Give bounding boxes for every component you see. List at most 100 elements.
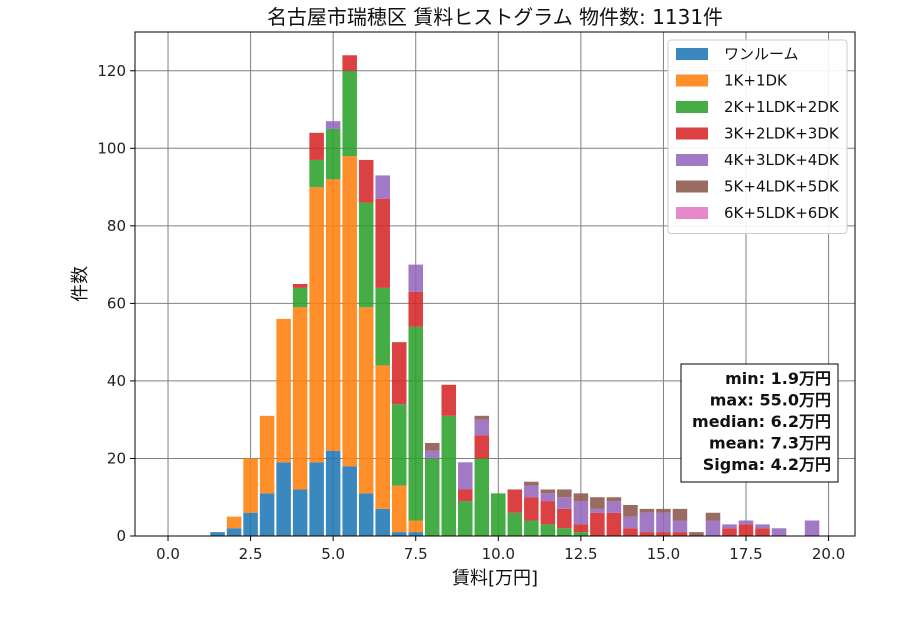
- x-tick-label: 20.0: [812, 545, 845, 563]
- bar-segment: [424, 458, 440, 536]
- y-tick-label: 0: [116, 527, 126, 545]
- legend-frame: [667, 39, 848, 234]
- x-tick-label: 15.0: [647, 545, 680, 563]
- bar-segment: [276, 462, 291, 536]
- x-tick-label: 2.5: [239, 545, 263, 563]
- stats-line: min: 1.9万円: [725, 369, 831, 388]
- bar-segment: [557, 528, 572, 536]
- legend-label: 2K+1LDK+2DK: [724, 98, 840, 116]
- legend-swatch: [676, 154, 708, 166]
- x-tick-label: 7.5: [404, 545, 428, 563]
- bar-segment: [458, 462, 473, 490]
- bar-segment: [722, 528, 737, 536]
- bar-segment: [342, 55, 357, 71]
- bar-segment: [573, 532, 589, 536]
- bar-segment: [573, 493, 589, 502]
- bar-segment: [557, 489, 572, 498]
- y-tick-label: 120: [97, 62, 126, 80]
- stats-line: max: 55.0万円: [710, 391, 831, 410]
- bar-segment: [804, 520, 820, 536]
- stats-box: min: 1.9万円 max: 55.0万円 median: 6.2万円 mean: …: [680, 363, 839, 483]
- bar-segment: [540, 489, 556, 494]
- bar-segment: [590, 512, 605, 536]
- bar-segment: [309, 462, 324, 536]
- bar-segment: [342, 70, 357, 157]
- bar-segment: [705, 512, 721, 521]
- bar-segment: [243, 512, 258, 536]
- bar-segment: [441, 384, 457, 416]
- bar-segment: [755, 528, 770, 536]
- bar-segment: [358, 202, 374, 308]
- bar-segment: [325, 121, 341, 129]
- bar-segment: [259, 493, 275, 536]
- legend-swatch: [676, 48, 708, 60]
- bar-segment: [590, 508, 605, 513]
- legend-label: 4K+3LDK+4DK: [724, 151, 840, 169]
- y-axis-ticks: 0 20 40 60 80 100 120: [97, 62, 135, 545]
- bar-segment: [458, 501, 473, 536]
- y-tick-label: 80: [107, 217, 126, 235]
- bar-segment: [623, 504, 638, 517]
- bar-segment: [507, 512, 523, 536]
- bar-segment: [309, 132, 324, 160]
- bar-segment: [639, 532, 655, 536]
- legend-label: 3K+2LDK+3DK: [724, 125, 840, 143]
- bar-segment: [689, 532, 704, 536]
- legend-label: 6K+5LDK+6DK: [724, 204, 840, 222]
- bar-segment: [540, 524, 556, 536]
- bar-segment: [325, 450, 341, 536]
- bar-segment: [672, 508, 688, 521]
- bar-segment: [474, 435, 490, 459]
- bar-segment: [408, 520, 423, 533]
- bar-segment: [243, 458, 258, 513]
- bar-segment: [342, 156, 357, 467]
- bar-segment: [391, 342, 407, 405]
- bar-segment: [771, 528, 787, 536]
- bar-segment: [325, 179, 341, 451]
- bar-segment: [524, 497, 539, 521]
- bar-segment: [656, 508, 671, 513]
- bar-segment: [755, 524, 770, 529]
- y-tick-label: 100: [97, 139, 126, 157]
- bar-segment: [259, 415, 275, 494]
- x-tick-label: 12.5: [564, 545, 597, 563]
- bar-segment: [358, 307, 374, 494]
- bar-segment: [738, 520, 754, 525]
- bar-segment: [672, 520, 688, 533]
- bar-segment: [408, 532, 423, 536]
- legend-swatch: [676, 180, 708, 193]
- bar-segment: [391, 532, 407, 536]
- bar-segment: [540, 493, 556, 502]
- bar-segment: [672, 532, 688, 536]
- bar-segment: [375, 287, 390, 366]
- plot-frame: [134, 31, 856, 537]
- bar-segment: [325, 128, 341, 180]
- bar-segment: [309, 187, 324, 463]
- bar-segment: [722, 524, 737, 529]
- bar-segment: [391, 404, 407, 486]
- bar-segment: [276, 318, 291, 463]
- bar-segment: [375, 175, 390, 199]
- bar-segment: [309, 159, 324, 188]
- bar-segment: [557, 508, 572, 529]
- bar-segment: [458, 489, 473, 502]
- legend-swatch: [676, 207, 708, 219]
- bar-segment: [375, 365, 390, 509]
- bar-segment: [557, 497, 572, 509]
- bar-segment: [424, 450, 440, 459]
- y-axis-label: 件数: [70, 266, 91, 302]
- bar-segment: [491, 493, 506, 536]
- bar-segment: [358, 493, 374, 536]
- bar-segment: [639, 512, 655, 533]
- bar-segment: [474, 458, 490, 536]
- bar-segment: [292, 287, 308, 308]
- bar-segment: [524, 485, 539, 498]
- bar-segment: [623, 516, 638, 529]
- bar-segment: [391, 485, 407, 533]
- bar-segment: [292, 489, 308, 536]
- bar-segment: [424, 442, 440, 451]
- bar-segment: [656, 532, 671, 536]
- legend-label: 5K+4LDK+5DK: [724, 178, 840, 196]
- bar-segment: [656, 512, 671, 533]
- bar-segment: [342, 466, 357, 536]
